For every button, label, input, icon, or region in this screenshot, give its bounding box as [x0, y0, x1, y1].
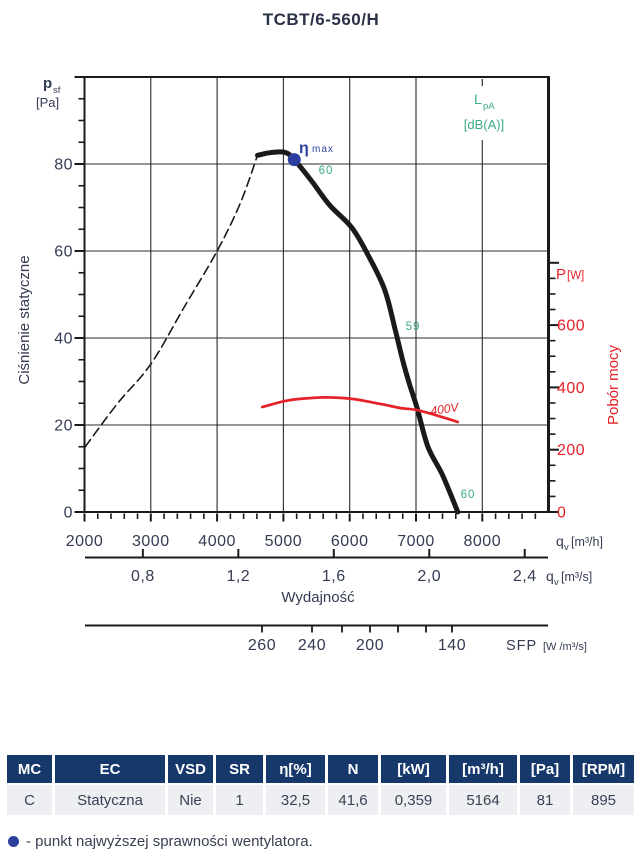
fan-performance-chart: 0 20 40 60 80 0 200 400 600 2000 3000 4000 5000 6000 7… [16, 75, 622, 655]
table-data-row: C Statyczna Nie 1 32,5 41,6 0,359 5164 81 895 [7, 785, 638, 815]
curve-pressure_estimated_dashed [84, 154, 259, 448]
chart-ticks [74, 76, 559, 633]
table-header-cell: EC [55, 755, 165, 783]
table-header-cell: MC [7, 755, 52, 783]
table-data-cell: 41,6 [328, 785, 378, 815]
chart-curves [84, 149, 461, 515]
left-axis-tick-label: 40 [54, 331, 73, 348]
sfp-axis-unit: [W /m³/s] [543, 641, 587, 653]
right-axis-tick-label: 600 [557, 318, 585, 335]
table-data-cell: 895 [573, 785, 634, 815]
flow-s-axis-tick-label: 2,4 [513, 568, 537, 585]
curve-pressure_curve [255, 149, 461, 515]
voltage-label: 400V [430, 400, 461, 418]
left-axis-title: Ciśnienie statyczne [16, 255, 33, 384]
noise-level-unit: [dB(A)] [464, 117, 504, 132]
sfp-axis-label: SFP [506, 638, 537, 654]
flow-axis-tick-label: 4000 [198, 533, 236, 550]
table-data-cell: 1 [216, 785, 263, 815]
right-axis-tick-label: 0 [557, 505, 566, 522]
footnote: - punkt najwyższej sprawności wentylator… [8, 833, 313, 850]
left-axis-symbol-sub: sf [53, 85, 61, 96]
curve-power_400V [260, 396, 460, 424]
plot-border [83, 76, 549, 513]
table-data-cell: 5164 [449, 785, 517, 815]
left-axis-tick-label: 20 [54, 418, 73, 435]
right-axis-tick-label: 200 [557, 442, 585, 459]
flow-axis-h-unit: [m³/h] [571, 535, 603, 549]
table-header-cell: [Pa] [520, 755, 570, 783]
flow-s-axis-tick-label: 0,8 [131, 568, 155, 585]
sfp-axis-tick-label: 200 [356, 637, 384, 654]
page-title: TCBT/6-560/H [262, 10, 380, 29]
left-axis-unit: [Pa] [36, 95, 59, 110]
table-header-row: MC EC VSD SR η[%] N [kW] [m³/h] [Pa] [RPM] [7, 755, 638, 783]
left-axis-symbol: p [43, 75, 52, 92]
flow-axis-tick-label: 8000 [464, 533, 502, 550]
table-data-cell: Nie [168, 785, 213, 815]
flow-axis-tick-label: 5000 [265, 533, 303, 550]
table-header-cell: VSD [168, 755, 213, 783]
table-header-cell: [RPM] [573, 755, 634, 783]
flow-s-axis-tick-label: 1,6 [322, 568, 346, 585]
chart-gridlines [85, 78, 547, 511]
sfp-axis-tick-label: 140 [438, 637, 466, 654]
noise-annotation: 59 [406, 321, 421, 333]
right-axis-title: Pobór mocy [605, 344, 622, 425]
chart-tick-labels: 0 20 40 60 80 0 200 400 600 2000 3000 4000 5000 6000 7… [54, 157, 585, 655]
flow-s-axis-tick-label: 1,2 [226, 568, 250, 585]
eta-max-symbol: η [299, 140, 309, 157]
right-axis-tick-label: 400 [557, 380, 585, 397]
table-data-cell: 81 [520, 785, 570, 815]
best-efficiency-point [287, 153, 301, 167]
noise-level-symbol: L [474, 91, 482, 107]
table-header-cell: N [328, 755, 378, 783]
left-axis-tick-label: 60 [54, 244, 73, 261]
noise-level-symbol-sub: pA [483, 101, 495, 112]
flow-axis-tick-label: 6000 [331, 533, 369, 550]
performance-table: MC EC VSD SR η[%] N [kW] [m³/h] [Pa] [RPM] C Staty… [7, 755, 638, 815]
right-axis-unit: [W] [567, 270, 584, 282]
table-header-cell: [kW] [381, 755, 446, 783]
table-data-cell: 32,5 [266, 785, 325, 815]
flow-axis-tick-label: 7000 [397, 533, 435, 550]
table-header-cell: [m³/h] [449, 755, 517, 783]
chart-annotations: 60 59 60 [287, 153, 476, 501]
flow-axis-s-symbol: q [546, 568, 554, 584]
table-header-cell: SR [216, 755, 263, 783]
flow-s-axis-tick-label: 2,0 [417, 568, 441, 585]
bep-dot-icon [8, 836, 19, 847]
left-axis-tick-label: 80 [54, 157, 73, 174]
flow-axis-s-symbol-sub: v [554, 577, 559, 588]
left-axis-tick-label: 0 [64, 505, 73, 522]
flow-axis-s-unit: [m³/s] [561, 570, 592, 584]
flow-axis-title: Wydajność [281, 589, 355, 606]
sfp-axis-tick-label: 240 [298, 637, 326, 654]
right-axis-symbol: P [556, 266, 566, 283]
noise-annotation: 60 [319, 165, 334, 177]
table-data-cell: 0,359 [381, 785, 446, 815]
flow-axis-tick-label: 2000 [66, 533, 104, 550]
table-data-cell: Statyczna [55, 785, 165, 815]
noise-annotation: 60 [461, 489, 476, 501]
flow-axis-h-symbol: q [556, 533, 564, 549]
footnote-text: - punkt najwyższej sprawności wentylator… [26, 833, 313, 850]
sfp-axis-tick-label: 260 [248, 637, 276, 654]
flow-axis-tick-label: 3000 [132, 533, 170, 550]
table-data-cell: C [7, 785, 52, 815]
table-header-cell: η[%] [266, 755, 325, 783]
flow-axis-h-symbol-sub: v [564, 542, 569, 553]
eta-max-sub: max [312, 144, 334, 155]
